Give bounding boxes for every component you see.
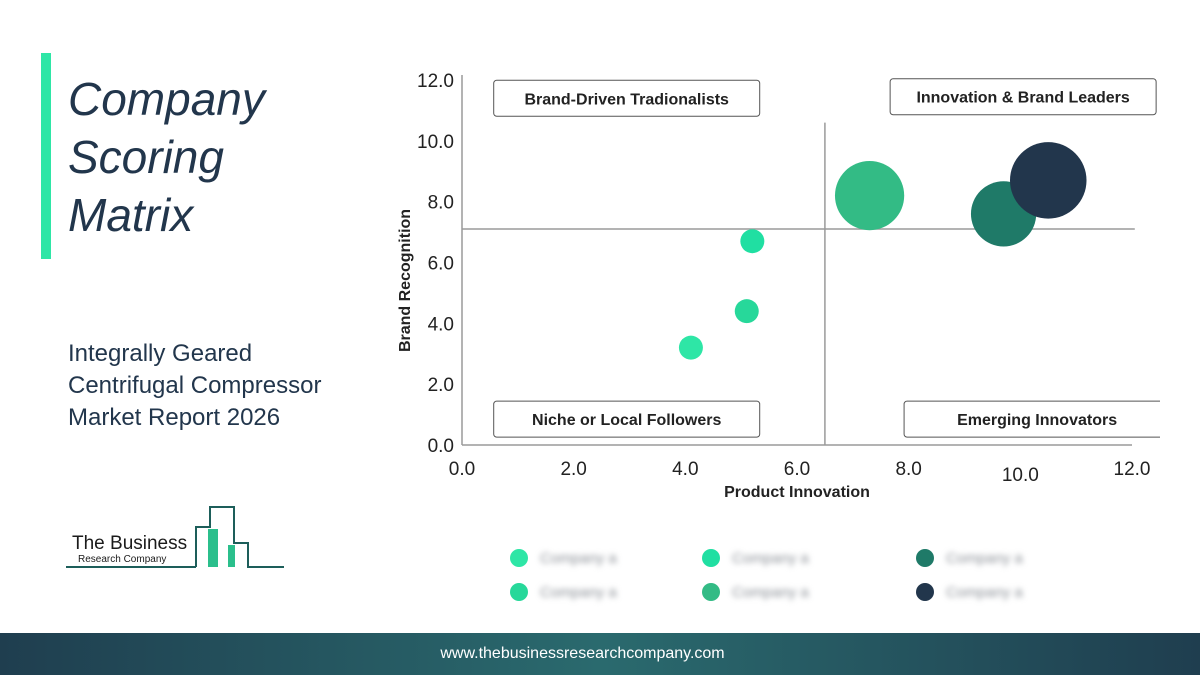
title-accent-bar	[41, 53, 51, 259]
y-axis-label: Brand Recognition	[397, 209, 414, 352]
legend-label: Company a	[540, 583, 617, 601]
quadrant-label-bottom-left: Niche or Local Followers	[532, 412, 721, 429]
subtitle-line: Integrally Geared	[68, 340, 253, 367]
y-tick-label: 0.0	[428, 436, 454, 457]
quadrant-label-top-right-box	[889, 78, 1157, 116]
footer-url-link[interactable]: www.thebusinessresearchcompany.com	[440, 645, 725, 662]
logo-line-1: The Business	[72, 533, 188, 554]
y-tick-label: 12.0	[417, 71, 454, 92]
legend-label: Company a	[540, 549, 617, 567]
legend-swatch	[510, 583, 528, 601]
legend-label: Company a	[946, 549, 1023, 567]
legend-item: Company a	[702, 548, 809, 568]
chart-legend: Company a Company a Company a Company a Comp…	[510, 540, 1070, 610]
title-line: Matrix	[68, 189, 194, 241]
title-line: Scoring	[68, 131, 224, 183]
company-logo: The Business Research Company	[66, 505, 296, 575]
x-tick-label: 2.0	[560, 459, 586, 480]
report-subtitle: Integrally Geared Centrifugal Compressor…	[68, 338, 388, 434]
legend-item: Company a	[510, 548, 617, 568]
legend-swatch	[702, 583, 720, 601]
logo-line-2: Research Company	[78, 554, 167, 565]
y-tick-label: 6.0	[428, 254, 454, 275]
company-bubble	[740, 229, 765, 254]
x-axis-label: Product Innovation	[724, 484, 870, 501]
quadrant-label-top-left-box	[493, 79, 761, 117]
x-tick-label: 10.0	[1002, 465, 1039, 486]
legend-item: Company a	[510, 582, 617, 602]
y-tick-label: 10.0	[417, 132, 454, 153]
subtitle-line: Centrifugal Compressor	[68, 372, 322, 399]
company-bubble	[1009, 142, 1087, 219]
y-tick-label: 2.0	[428, 375, 454, 396]
quadrant-label-bottom-right-box	[903, 400, 1160, 438]
company-bubble	[678, 335, 703, 360]
footer-bar: www.thebusinessresearchcompany.com	[0, 633, 1200, 675]
x-tick-label: 0.0	[449, 459, 475, 480]
legend-label: Company a	[732, 549, 809, 567]
logo-buildings-icon	[66, 506, 284, 568]
legend-item: Company a	[702, 582, 809, 602]
page-title: Company Scoring Matrix	[68, 70, 368, 244]
legend-label: Company a	[732, 583, 809, 601]
legend-swatch	[916, 549, 934, 567]
quadrant-label-top-left: Brand-Driven Tradionalists	[524, 91, 729, 108]
subtitle-line: Market Report 2026	[68, 404, 281, 431]
company-bubble	[834, 160, 905, 231]
company-bubble	[734, 299, 759, 324]
x-tick-label: 6.0	[784, 459, 810, 480]
quadrant-label-bottom-left-box	[493, 400, 761, 438]
quadrant-label-top-right: Innovation & Brand Leaders	[916, 90, 1129, 107]
legend-swatch	[510, 549, 528, 567]
legend-swatch	[916, 583, 934, 601]
quadrant-label-bottom-right: Emerging Innovators	[957, 412, 1117, 429]
y-tick-label: 4.0	[428, 314, 454, 335]
x-tick-label: 8.0	[895, 459, 921, 480]
legend-swatch	[702, 549, 720, 567]
legend-label: Company a	[946, 583, 1023, 601]
legend-item: Company a	[916, 548, 1023, 568]
scoring-matrix-chart: 0.0 2.0 4.0 6.0 8.0 10.0 12.0 0.0 2.0 4.0 6.0 8.0 10…	[397, 71, 1160, 501]
legend-item: Company a	[916, 582, 1023, 602]
title-line: Company	[68, 73, 265, 125]
x-tick-label: 12.0	[1114, 459, 1151, 480]
x-tick-label: 4.0	[672, 459, 698, 480]
y-tick-label: 8.0	[428, 193, 454, 214]
